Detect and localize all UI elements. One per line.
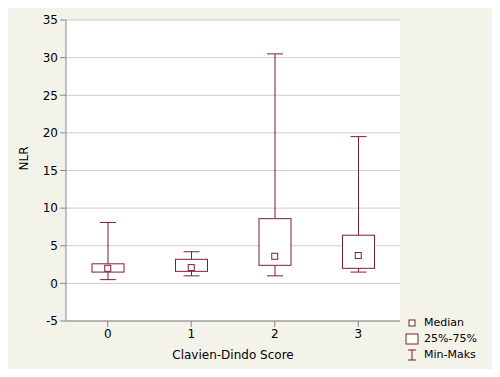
html-text:Min-Maks: Min-Maks xyxy=(424,348,476,361)
svg-text:1: 1 xyxy=(187,327,195,341)
svg-text:25: 25 xyxy=(43,89,58,103)
svg-text:0: 0 xyxy=(104,327,112,341)
svg-text:0: 0 xyxy=(50,277,58,291)
html-text:25%-75%: 25%-75% xyxy=(424,332,477,345)
svg-text:10: 10 xyxy=(43,201,58,215)
svg-text:2: 2 xyxy=(271,327,279,341)
svg-text:5: 5 xyxy=(50,239,58,253)
svg-text:30: 30 xyxy=(43,51,58,65)
svg-text:NLR: NLR xyxy=(17,147,31,171)
svg-text:Clavien-Dindo Score: Clavien-Dindo Score xyxy=(172,348,293,362)
svg-text:15: 15 xyxy=(43,164,58,178)
svg-text:-5: -5 xyxy=(46,314,58,328)
svg-text:20: 20 xyxy=(43,126,58,140)
svg-text:3: 3 xyxy=(354,327,362,341)
html-text:Median: Median xyxy=(424,316,464,329)
svg-text:35: 35 xyxy=(43,13,58,27)
